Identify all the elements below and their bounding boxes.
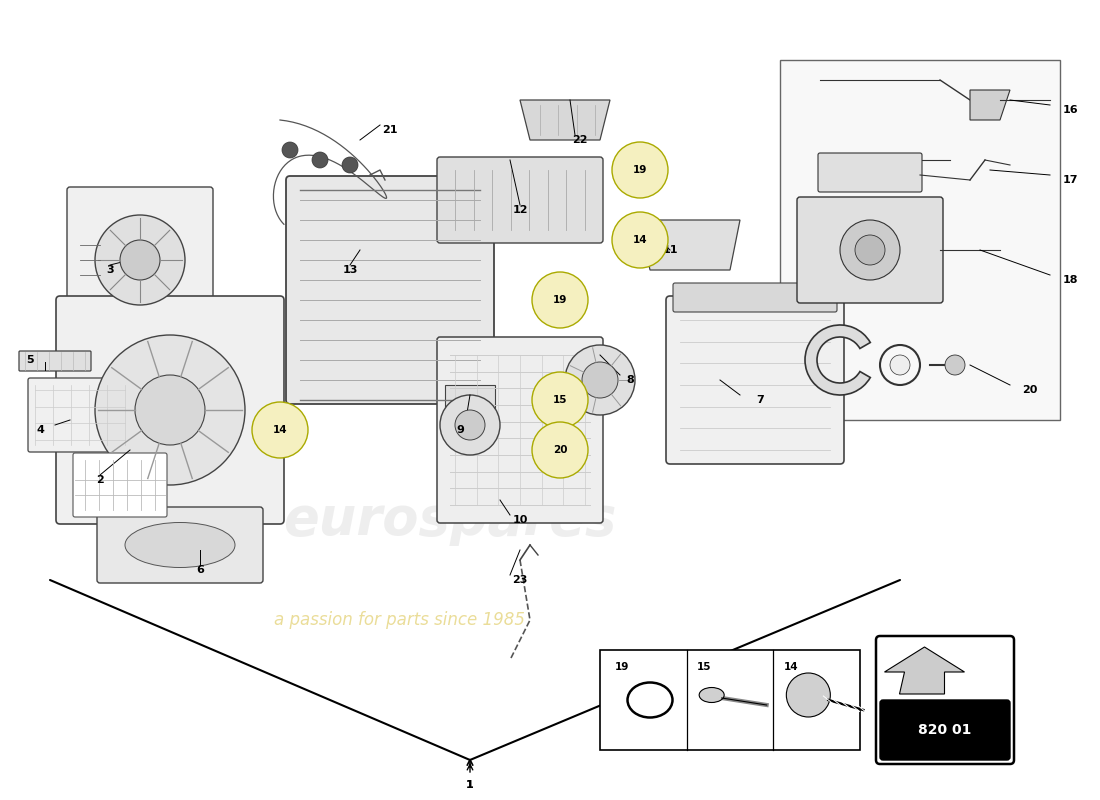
Text: 19: 19 (615, 662, 629, 672)
Text: 12: 12 (513, 205, 528, 215)
Circle shape (532, 422, 588, 478)
FancyBboxPatch shape (28, 378, 132, 452)
FancyBboxPatch shape (19, 351, 91, 371)
FancyBboxPatch shape (818, 153, 922, 192)
Polygon shape (970, 90, 1010, 120)
Circle shape (890, 355, 910, 375)
FancyBboxPatch shape (876, 636, 1014, 764)
Ellipse shape (125, 522, 235, 567)
Text: 820 01: 820 01 (918, 723, 971, 737)
Text: a passion for parts since 1985: a passion for parts since 1985 (275, 611, 526, 629)
Circle shape (120, 240, 160, 280)
Text: 6: 6 (196, 565, 204, 575)
Text: 3: 3 (107, 265, 113, 275)
Text: 14: 14 (632, 235, 647, 245)
FancyBboxPatch shape (286, 176, 494, 404)
Text: 10: 10 (513, 515, 528, 525)
Text: 8: 8 (626, 375, 634, 385)
Circle shape (612, 142, 668, 198)
Text: 7: 7 (756, 395, 763, 405)
Text: 1: 1 (466, 780, 474, 790)
Circle shape (440, 395, 500, 455)
Text: 18: 18 (1063, 275, 1078, 285)
Circle shape (786, 673, 830, 717)
Circle shape (95, 335, 245, 485)
Text: 4: 4 (36, 425, 44, 435)
Circle shape (855, 235, 886, 265)
Text: 17: 17 (1063, 175, 1078, 185)
Text: 13: 13 (342, 265, 358, 275)
Circle shape (565, 345, 635, 415)
Text: 19: 19 (632, 165, 647, 175)
Text: eurospares: eurospares (284, 494, 617, 546)
FancyBboxPatch shape (67, 187, 213, 323)
Text: 15: 15 (696, 662, 712, 672)
Text: 20: 20 (552, 445, 568, 455)
Circle shape (342, 157, 358, 173)
Text: 9: 9 (456, 425, 464, 435)
Text: 22: 22 (572, 135, 587, 145)
Circle shape (455, 410, 485, 440)
Wedge shape (805, 325, 870, 395)
Circle shape (532, 372, 588, 428)
Bar (446, 385, 495, 410)
Circle shape (532, 272, 588, 328)
Circle shape (312, 152, 328, 168)
Text: 20: 20 (1022, 385, 1037, 395)
Bar (600, 650, 860, 750)
Bar (780, 60, 1060, 420)
FancyBboxPatch shape (437, 337, 603, 523)
Circle shape (95, 215, 185, 305)
Text: 14: 14 (273, 425, 287, 435)
Polygon shape (640, 220, 740, 270)
Circle shape (282, 142, 298, 158)
Circle shape (582, 362, 618, 398)
Text: 23: 23 (513, 575, 528, 585)
Text: 15: 15 (552, 395, 568, 405)
Circle shape (135, 375, 205, 445)
Polygon shape (884, 647, 965, 694)
Circle shape (840, 220, 900, 280)
FancyBboxPatch shape (673, 283, 837, 312)
FancyBboxPatch shape (437, 157, 603, 243)
Text: 14: 14 (783, 662, 798, 672)
Polygon shape (520, 100, 610, 140)
Text: 11: 11 (662, 245, 678, 255)
Text: 16: 16 (1063, 105, 1078, 115)
FancyBboxPatch shape (97, 507, 263, 583)
Ellipse shape (700, 687, 724, 702)
Text: 2: 2 (96, 475, 103, 485)
FancyBboxPatch shape (73, 453, 167, 517)
Circle shape (945, 355, 965, 375)
FancyBboxPatch shape (56, 296, 284, 524)
FancyBboxPatch shape (798, 197, 943, 303)
FancyBboxPatch shape (666, 296, 844, 464)
Text: 19: 19 (553, 295, 568, 305)
Text: 21: 21 (383, 125, 398, 135)
FancyBboxPatch shape (880, 700, 1010, 760)
Circle shape (612, 212, 668, 268)
Text: 1: 1 (466, 780, 474, 790)
Text: 5: 5 (26, 355, 34, 365)
Circle shape (252, 402, 308, 458)
